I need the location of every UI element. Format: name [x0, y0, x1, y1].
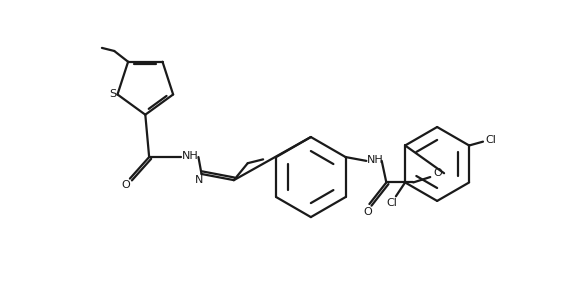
Text: NH: NH [367, 155, 384, 165]
Text: O: O [121, 180, 129, 190]
Text: Cl: Cl [387, 198, 398, 208]
Text: O: O [434, 168, 442, 178]
Text: O: O [364, 207, 372, 217]
Text: NH: NH [183, 151, 199, 161]
Text: N: N [195, 175, 203, 185]
Text: S: S [109, 89, 116, 100]
Text: Cl: Cl [486, 135, 496, 145]
